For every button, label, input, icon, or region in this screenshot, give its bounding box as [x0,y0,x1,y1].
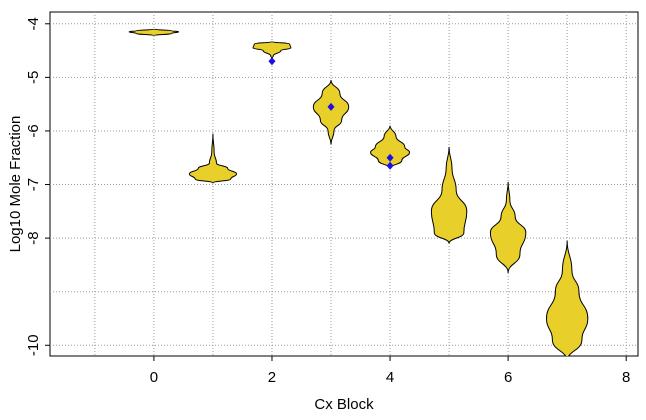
x-tick-label: 2 [268,369,276,386]
y-axis-label: Log10 Mole Fraction [7,116,24,253]
grid [50,12,638,356]
x-tick-label: 8 [622,369,630,386]
violin [489,181,527,275]
mean-point [268,57,276,66]
x-tick-label: 4 [386,369,394,386]
y-tick-label: -10 [25,334,42,356]
x-tick-label: 6 [504,369,512,386]
y-tick-label: -4 [25,17,42,30]
violin [128,28,180,37]
plot-frame [49,11,639,357]
violin [188,133,238,184]
y-tick-label: -8 [25,231,42,244]
x-axis-label: Cx Block [314,396,374,413]
y-tick-label: -6 [25,124,42,137]
violin [252,40,292,60]
violin [545,240,589,356]
marks [128,28,589,356]
x-tick-label: 0 [150,369,158,386]
violin [312,79,350,145]
violin [430,147,468,244]
y-tick-label: -5 [25,71,42,84]
mean-point [386,153,394,162]
mean-point [386,161,394,170]
mean-point [327,102,335,111]
y-tick-label: -7 [25,178,42,191]
